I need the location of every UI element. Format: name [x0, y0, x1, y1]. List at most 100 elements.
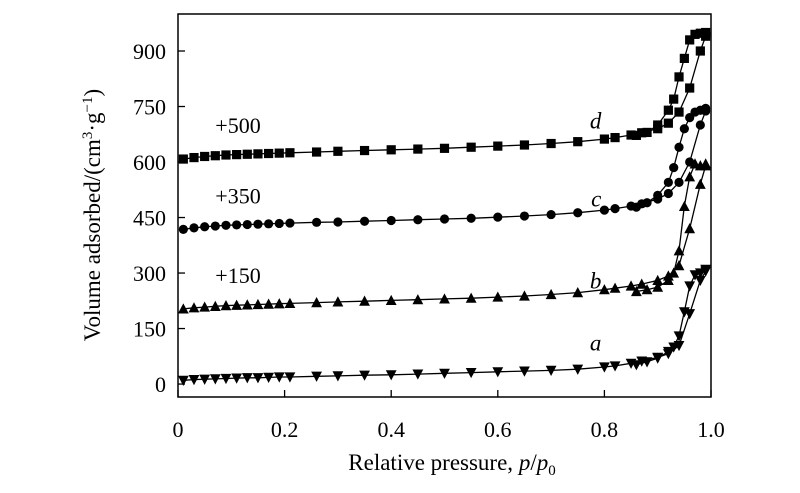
marker-b	[492, 291, 504, 302]
marker-c	[232, 220, 242, 230]
marker-a	[492, 367, 504, 378]
marker-a	[673, 331, 685, 342]
marker-a	[209, 374, 221, 385]
marker-b	[599, 284, 610, 295]
marker-c	[285, 218, 295, 228]
marker-d	[466, 142, 476, 152]
marker-c	[359, 216, 370, 226]
marker-d	[311, 147, 322, 157]
marker-b	[332, 296, 344, 307]
marker-d	[546, 138, 556, 149]
marker-b	[199, 301, 211, 312]
y-axis-title: Volume adsorbed/(cm3·g−1)	[80, 89, 105, 341]
marker-b	[273, 298, 285, 309]
marker-a	[332, 371, 344, 382]
marker-b	[231, 299, 243, 310]
offset-label-b: +150	[215, 263, 260, 288]
marker-a	[678, 307, 690, 318]
marker-b	[641, 284, 653, 295]
marker-d	[439, 143, 450, 153]
marker-d	[242, 149, 252, 159]
marker-c	[685, 113, 695, 123]
marker-d	[386, 145, 396, 155]
marker-c	[695, 120, 705, 130]
marker-a	[273, 372, 285, 383]
marker-a	[684, 281, 696, 292]
marker-c	[413, 215, 423, 225]
marker-d	[685, 35, 695, 45]
marker-a	[359, 370, 370, 381]
marker-c	[200, 222, 210, 232]
x-axis-title: Relative pressure, p/p0	[348, 450, 555, 479]
y-tick-label: 600	[133, 150, 166, 175]
marker-d	[626, 130, 636, 140]
marker-c	[493, 212, 503, 222]
marker-c	[685, 157, 695, 167]
data-markers	[177, 27, 712, 386]
marker-b	[545, 288, 557, 300]
marker-d	[690, 29, 700, 39]
marker-b	[412, 294, 424, 305]
offset-label-c: +350	[215, 183, 260, 208]
marker-b	[625, 280, 637, 291]
x-tick-label: 1.0	[697, 417, 725, 442]
marker-c	[679, 124, 689, 134]
y-tick-label: 900	[133, 39, 166, 64]
marker-b	[188, 302, 200, 313]
marker-a	[439, 368, 450, 379]
marker-d	[519, 140, 530, 150]
marker-a	[241, 373, 253, 384]
marker-b	[630, 285, 642, 297]
marker-b	[694, 178, 706, 189]
marker-d	[674, 107, 684, 117]
marker-c	[221, 220, 231, 230]
marker-c	[466, 213, 476, 223]
marker-d	[264, 148, 274, 159]
marker-d	[631, 130, 641, 140]
marker-a	[609, 361, 621, 372]
marker-c	[242, 219, 252, 230]
marker-a	[220, 373, 232, 385]
marker-a	[465, 367, 477, 379]
curve-c-adsorption	[183, 110, 707, 231]
marker-a	[545, 365, 557, 376]
marker-d	[695, 28, 705, 38]
marker-b	[263, 298, 275, 309]
marker-d	[189, 152, 199, 163]
y-tick-label: 150	[133, 317, 166, 342]
marker-c	[333, 217, 343, 227]
marker-d	[669, 94, 679, 104]
x-tick-label: 0.4	[377, 417, 405, 442]
marker-a	[641, 357, 653, 368]
x-tick-label: 0.2	[271, 417, 299, 442]
marker-a	[199, 374, 211, 385]
marker-d	[178, 154, 188, 164]
y-tick-label: 300	[133, 261, 166, 286]
marker-a	[284, 372, 296, 383]
marker-d	[663, 105, 673, 115]
marker-b	[652, 281, 664, 292]
marker-c	[210, 221, 220, 231]
marker-b	[684, 171, 696, 182]
marker-d	[221, 150, 231, 160]
marker-d	[685, 83, 695, 93]
marker-c	[264, 219, 274, 229]
marker-a	[231, 373, 243, 384]
marker-b	[177, 303, 189, 314]
marker-a	[652, 353, 664, 364]
marker-a	[188, 375, 200, 386]
x-tick-label: 0	[173, 417, 184, 442]
marker-a	[519, 366, 530, 377]
marker-c	[274, 218, 284, 229]
curve-d-adsorption	[183, 35, 707, 160]
marker-b	[636, 278, 648, 289]
marker-a	[572, 364, 584, 375]
marker-b	[668, 267, 680, 278]
marker-d	[642, 127, 652, 138]
marker-d	[333, 146, 343, 156]
marker-b	[241, 299, 253, 310]
marker-c	[642, 198, 652, 208]
marker-b	[311, 297, 322, 308]
marker-b	[439, 293, 450, 304]
